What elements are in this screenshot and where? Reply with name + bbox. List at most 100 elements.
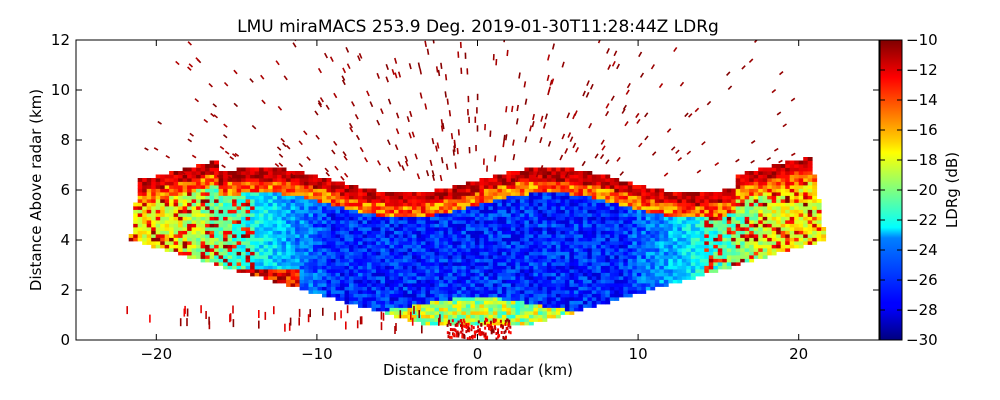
ldr-cell: [537, 251, 543, 256]
ldr-cell: [573, 269, 579, 273]
ldr-cell: [164, 185, 170, 189]
ldr-cell: [659, 199, 665, 203]
ldr-cell: [596, 181, 602, 186]
ldr-cell: [582, 276, 588, 280]
ldr-cell: [470, 265, 476, 270]
ldr-cell: [785, 164, 791, 168]
ldr-cell: [205, 164, 210, 168]
ldr-cell: [380, 230, 386, 235]
ldr-cell: [205, 174, 210, 179]
ldr-cell: [641, 195, 647, 200]
ldr-cell: [371, 202, 377, 207]
ldr-cell: [632, 230, 638, 235]
ldr-cell: [214, 188, 219, 193]
ldr-cell: [358, 216, 363, 221]
ldr-cell: [254, 213, 260, 217]
ldr-cell: [690, 276, 696, 280]
ldr-cell: [331, 188, 336, 193]
ldr-cell: [259, 227, 264, 231]
ldr-cell: [155, 199, 161, 203]
ldr-cell: [340, 241, 345, 245]
ldr-cell: [663, 206, 669, 210]
ldr-cell: [573, 213, 579, 217]
ldr-cell: [492, 237, 498, 242]
ldr-cell: [308, 258, 314, 263]
ldr-cell: [272, 262, 278, 266]
ldr-cell: [501, 209, 507, 214]
ldr-cell: [686, 206, 692, 210]
ldr-cell: [200, 174, 206, 179]
ldr-cell: [672, 192, 678, 196]
ldr-cell: [227, 241, 233, 245]
ldr-cell: [654, 279, 660, 284]
ldr-cell: [501, 202, 507, 207]
ldr-cell: [155, 192, 161, 196]
ldr-cell: [726, 192, 732, 196]
ldr-cell: [461, 251, 467, 256]
ldr-cell: [546, 297, 552, 301]
ldr-cell: [555, 230, 561, 235]
noise-speck: [600, 139, 605, 145]
ldr-cell: [461, 248, 467, 252]
ldr-cell: [164, 241, 170, 245]
ldr-cell: [591, 290, 597, 294]
ldr-cell: [439, 223, 444, 228]
ldr-cell: [182, 227, 188, 231]
ldr-cell: [564, 272, 570, 277]
ldr-cell: [744, 195, 750, 200]
ldr-cell: [407, 304, 413, 308]
ldr-cell: [272, 279, 278, 284]
ldr-cell: [623, 290, 629, 294]
ldr-cell: [474, 251, 480, 256]
ldr-cell: [578, 307, 584, 312]
ldr-cell: [254, 223, 260, 228]
ldr-cell: [236, 213, 242, 217]
ldr-cell: [196, 234, 201, 238]
ldr-cell: [272, 230, 278, 235]
ldr-cell: [465, 199, 471, 203]
ldr-cell: [623, 199, 629, 203]
ldr-cell: [452, 230, 458, 235]
ldr-cell: [726, 206, 732, 210]
ldr-cell: [497, 293, 503, 298]
ldr-cell: [191, 251, 197, 256]
ldr-cell: [227, 248, 233, 252]
ldr-cell: [722, 199, 728, 203]
ldr-cell: [286, 241, 291, 245]
ldr-cell: [263, 178, 269, 182]
ldr-cell: [236, 167, 242, 172]
ldr-cell: [600, 276, 606, 280]
ldr-cell: [740, 188, 746, 193]
ldr-cell: [173, 216, 179, 221]
ldr-cell: [492, 220, 498, 224]
ldr-cell: [218, 237, 224, 242]
ldr-cell: [331, 223, 336, 228]
noise-speck: [325, 104, 330, 110]
ldr-cell: [776, 192, 782, 196]
ldr-cell: [331, 241, 336, 245]
ldr-cell: [142, 181, 148, 186]
ldr-cell: [672, 209, 678, 214]
ldr-cell: [376, 283, 381, 287]
ldr-cell: [587, 269, 593, 273]
ldr-cell: [533, 300, 539, 305]
ldr-cell: [731, 213, 737, 217]
ldr-cell: [708, 262, 714, 266]
ldr-cell: [740, 185, 746, 189]
ldr-cell: [506, 220, 512, 224]
ldr-cell: [394, 195, 399, 200]
ldr-cell: [528, 248, 534, 252]
ldr-cell: [771, 251, 777, 256]
ldr-cell: [519, 255, 525, 259]
ldr-cell: [367, 283, 372, 287]
ldr-cell: [618, 255, 624, 259]
ldr-cell: [196, 164, 201, 168]
noise-speck: [276, 146, 282, 151]
ldr-cell: [232, 199, 237, 203]
ldr-cell: [627, 283, 633, 287]
ldr-cell: [506, 262, 512, 266]
ldr-cell: [668, 258, 674, 263]
ldr-cell: [227, 202, 233, 207]
ldr-cell: [290, 192, 296, 196]
ldr-cell: [245, 251, 251, 256]
